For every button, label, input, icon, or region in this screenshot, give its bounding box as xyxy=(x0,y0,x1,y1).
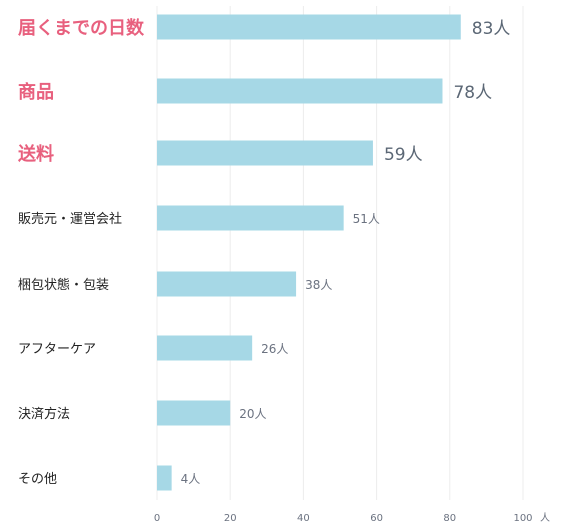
x-tick-label: 20 xyxy=(224,513,237,524)
category-label: 商品 xyxy=(18,81,54,103)
x-tick-label: 40 xyxy=(297,513,310,524)
value-label: 78人 xyxy=(453,83,492,103)
category-label: 販売元・運営会社 xyxy=(18,211,122,227)
bar xyxy=(157,140,373,166)
value-label: 20人 xyxy=(239,407,266,421)
bar xyxy=(157,335,253,361)
bar xyxy=(157,205,344,231)
value-label: 51人 xyxy=(353,212,380,226)
x-tick-label: 0 xyxy=(154,513,160,524)
bar xyxy=(157,465,172,491)
value-label: 38人 xyxy=(305,278,332,292)
category-label: 送料 xyxy=(17,143,54,165)
value-label: 4人 xyxy=(181,472,201,486)
x-tick-label: 100 xyxy=(513,513,532,524)
value-label: 83人 xyxy=(472,19,511,39)
x-tick-label: 60 xyxy=(370,513,383,524)
category-label: 届くまでの日数 xyxy=(18,17,145,39)
bar xyxy=(157,400,231,426)
bar xyxy=(157,14,461,40)
x-tick-label: 80 xyxy=(443,513,456,524)
bar xyxy=(157,271,297,297)
value-label: 26人 xyxy=(261,342,288,356)
category-label: 梱包状態・包装 xyxy=(18,277,109,293)
category-label: 決済方法 xyxy=(18,406,70,422)
category-label: アフターケア xyxy=(18,342,96,357)
category-label: その他 xyxy=(18,472,57,487)
bar xyxy=(157,78,443,104)
value-label: 59人 xyxy=(384,145,423,165)
x-axis-unit: 人 xyxy=(540,512,550,524)
